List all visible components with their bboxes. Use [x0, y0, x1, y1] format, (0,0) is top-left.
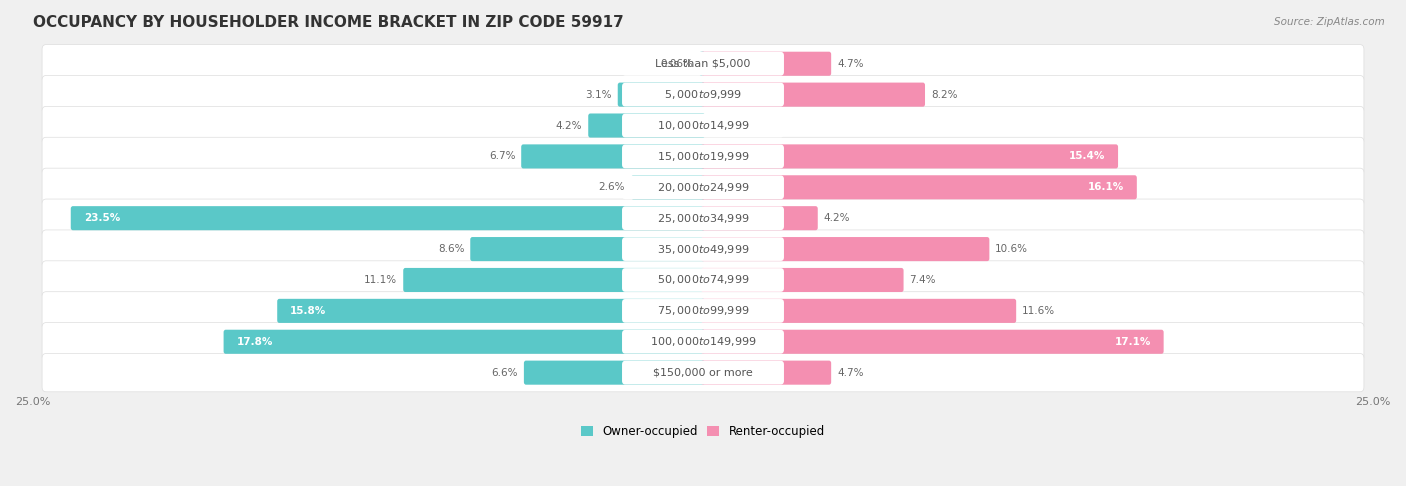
FancyBboxPatch shape	[42, 45, 1364, 83]
Text: 0.06%: 0.06%	[661, 59, 693, 69]
FancyBboxPatch shape	[404, 268, 706, 292]
FancyBboxPatch shape	[524, 361, 706, 385]
FancyBboxPatch shape	[621, 207, 785, 230]
FancyBboxPatch shape	[42, 292, 1364, 330]
FancyBboxPatch shape	[42, 199, 1364, 237]
Text: 4.2%: 4.2%	[824, 213, 851, 223]
FancyBboxPatch shape	[42, 137, 1364, 175]
FancyBboxPatch shape	[621, 299, 785, 323]
Text: 11.6%: 11.6%	[1022, 306, 1054, 316]
FancyBboxPatch shape	[700, 144, 1118, 169]
FancyBboxPatch shape	[700, 52, 831, 76]
FancyBboxPatch shape	[70, 206, 706, 230]
FancyBboxPatch shape	[42, 230, 1364, 268]
Text: 2.6%: 2.6%	[599, 182, 626, 192]
FancyBboxPatch shape	[700, 206, 818, 230]
Text: 15.4%: 15.4%	[1069, 152, 1105, 161]
Text: 3.1%: 3.1%	[585, 89, 612, 100]
Text: $100,000 to $149,999: $100,000 to $149,999	[650, 335, 756, 348]
FancyBboxPatch shape	[470, 237, 706, 261]
Text: 4.7%: 4.7%	[837, 59, 863, 69]
FancyBboxPatch shape	[42, 323, 1364, 361]
Text: $10,000 to $14,999: $10,000 to $14,999	[657, 119, 749, 132]
FancyBboxPatch shape	[224, 330, 706, 354]
FancyBboxPatch shape	[700, 268, 904, 292]
Legend: Owner-occupied, Renter-occupied: Owner-occupied, Renter-occupied	[576, 420, 830, 443]
Text: Source: ZipAtlas.com: Source: ZipAtlas.com	[1274, 17, 1385, 27]
FancyBboxPatch shape	[588, 113, 706, 138]
FancyBboxPatch shape	[522, 144, 706, 169]
Text: 16.1%: 16.1%	[1088, 182, 1123, 192]
FancyBboxPatch shape	[42, 353, 1364, 392]
FancyBboxPatch shape	[700, 175, 1137, 199]
Text: 7.4%: 7.4%	[910, 275, 936, 285]
FancyBboxPatch shape	[42, 261, 1364, 299]
Text: 10.6%: 10.6%	[995, 244, 1028, 254]
FancyBboxPatch shape	[631, 175, 706, 199]
FancyBboxPatch shape	[621, 330, 785, 354]
FancyBboxPatch shape	[700, 299, 1017, 323]
FancyBboxPatch shape	[621, 52, 785, 76]
Text: 15.8%: 15.8%	[290, 306, 326, 316]
FancyBboxPatch shape	[621, 237, 785, 261]
FancyBboxPatch shape	[700, 83, 925, 107]
FancyBboxPatch shape	[621, 114, 785, 138]
Text: Less than $5,000: Less than $5,000	[655, 59, 751, 69]
Text: 8.2%: 8.2%	[931, 89, 957, 100]
FancyBboxPatch shape	[621, 83, 785, 106]
Text: 17.1%: 17.1%	[1115, 337, 1150, 347]
Text: 4.2%: 4.2%	[555, 121, 582, 131]
FancyBboxPatch shape	[277, 299, 706, 323]
Text: 4.7%: 4.7%	[837, 367, 863, 378]
FancyBboxPatch shape	[699, 52, 706, 76]
Text: 17.8%: 17.8%	[236, 337, 273, 347]
Text: 6.7%: 6.7%	[489, 152, 516, 161]
FancyBboxPatch shape	[700, 361, 831, 385]
Text: $150,000 or more: $150,000 or more	[654, 367, 752, 378]
FancyBboxPatch shape	[700, 330, 1164, 354]
Text: OCCUPANCY BY HOUSEHOLDER INCOME BRACKET IN ZIP CODE 59917: OCCUPANCY BY HOUSEHOLDER INCOME BRACKET …	[32, 15, 623, 30]
Text: $15,000 to $19,999: $15,000 to $19,999	[657, 150, 749, 163]
Text: 8.6%: 8.6%	[437, 244, 464, 254]
Text: 23.5%: 23.5%	[83, 213, 120, 223]
FancyBboxPatch shape	[42, 168, 1364, 207]
Text: $75,000 to $99,999: $75,000 to $99,999	[657, 304, 749, 317]
Text: $5,000 to $9,999: $5,000 to $9,999	[664, 88, 742, 101]
FancyBboxPatch shape	[621, 144, 785, 168]
FancyBboxPatch shape	[621, 175, 785, 199]
Text: $25,000 to $34,999: $25,000 to $34,999	[657, 212, 749, 225]
Text: 11.1%: 11.1%	[364, 275, 398, 285]
Text: $20,000 to $24,999: $20,000 to $24,999	[657, 181, 749, 194]
FancyBboxPatch shape	[621, 268, 785, 292]
Text: $50,000 to $74,999: $50,000 to $74,999	[657, 274, 749, 286]
FancyBboxPatch shape	[700, 237, 990, 261]
FancyBboxPatch shape	[42, 106, 1364, 145]
FancyBboxPatch shape	[617, 83, 706, 107]
Text: 6.6%: 6.6%	[492, 367, 517, 378]
Text: $35,000 to $49,999: $35,000 to $49,999	[657, 243, 749, 256]
FancyBboxPatch shape	[621, 361, 785, 384]
FancyBboxPatch shape	[42, 75, 1364, 114]
